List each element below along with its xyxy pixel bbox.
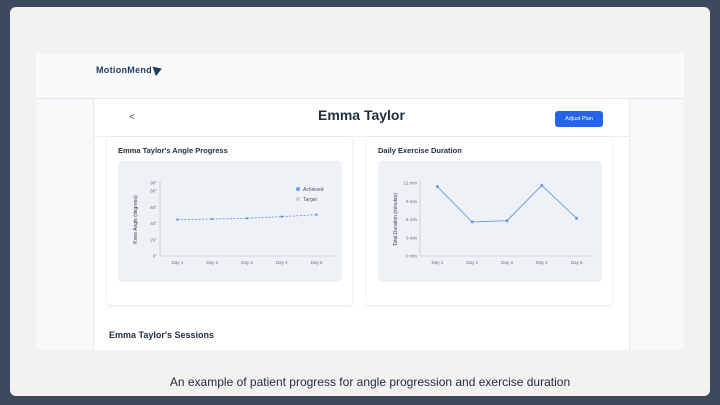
x-tick-label: Day 1 <box>432 260 444 265</box>
duration-chart: 0 min 3 min 6 min 9 min 12 min Day 1 Day 2 Day … <box>393 181 594 265</box>
x-tick-label: Day 2 <box>206 260 218 265</box>
legend-marker <box>296 197 300 201</box>
angle-chart-title: Emma Taylor's Angle Progress <box>118 146 228 155</box>
x-tick-label: Day 3 <box>501 260 513 265</box>
y-axis-label: Total Duration (minutes) <box>393 193 399 246</box>
y-tick-label: 40° <box>150 221 157 226</box>
patient-name-title: Emma Taylor <box>318 107 405 123</box>
data-point <box>470 220 474 224</box>
x-tick-label: Day 2 <box>466 260 478 265</box>
target-series-line <box>177 214 317 220</box>
patient-panel: < Emma Taylor Adjust Plan Emma Taylor's … <box>93 99 630 350</box>
data-point <box>540 183 544 187</box>
achieved-point <box>315 213 318 216</box>
x-tick-label: Day 4 <box>536 260 548 265</box>
data-point <box>505 219 509 223</box>
x-tick-label: Day 4 <box>276 260 288 265</box>
slide-caption: An example of patient progress for angle… <box>169 375 571 389</box>
top-nav-bar: MotionMend <box>36 54 684 99</box>
y-tick-label: 80° <box>150 189 157 194</box>
y-tick-label: 90° <box>150 181 157 186</box>
x-tick-label: Day 5 <box>311 260 323 265</box>
legend-label: Achieved <box>303 187 324 193</box>
achieved-point <box>245 217 249 220</box>
sessions-heading: Emma Taylor's Sessions <box>109 330 215 340</box>
y-tick-label: 12 min <box>403 181 417 186</box>
legend-label: Target <box>303 197 318 203</box>
achieved-point <box>211 217 214 221</box>
logo-text: MotionMend <box>96 65 152 75</box>
adjust-plan-button[interactable]: Adjust Plan <box>555 111 603 127</box>
achieved-point <box>280 215 283 218</box>
x-tick-label: Day 5 <box>571 260 583 265</box>
y-tick-label: 6 min <box>406 217 418 222</box>
y-tick-label: 3 min <box>406 235 418 240</box>
logo-arrow-icon <box>152 63 164 77</box>
legend-marker <box>296 187 300 191</box>
x-tick-label: Day 1 <box>172 260 184 265</box>
angle-chart: 0° 20° 40° 60° 80° 90° Day 1 Day 2 Day 3 Day 4 Day… <box>133 181 334 265</box>
duration-card: Daily Exercise Duration 0 min 3 min 6 min 9… <box>367 137 612 305</box>
angle-progress-card: Emma Taylor's Angle Progress 0° 20° 40° 60°… <box>107 137 352 305</box>
angle-chart-area: 0° 20° 40° 60° 80° 90° Day 1 Day 2 Day 3 Day 4 Day… <box>118 161 342 282</box>
back-arrow-icon[interactable]: < <box>129 112 135 123</box>
y-tick-label: 0° <box>153 254 158 259</box>
app-logo[interactable]: MotionMend <box>96 63 164 77</box>
app-screenshot: MotionMend < Emma Taylor Adjust Plan Emm… <box>36 54 684 350</box>
x-tick-label: Day 3 <box>241 260 253 265</box>
y-tick-label: 20° <box>150 237 157 242</box>
duration-chart-title: Daily Exercise Duration <box>378 146 462 155</box>
duration-chart-area: 0 min 3 min 6 min 9 min 12 min Day 1 Day 2 Day … <box>378 161 602 282</box>
data-point <box>435 185 439 189</box>
data-point <box>575 216 579 220</box>
y-tick-label: 9 min <box>406 199 418 204</box>
header-divider <box>94 136 629 137</box>
slide: MotionMend < Emma Taylor Adjust Plan Emm… <box>10 7 710 396</box>
y-tick-label: 60° <box>150 205 157 210</box>
y-tick-label: 0 min <box>406 254 418 259</box>
series-line <box>437 184 577 223</box>
y-axis-label: Knee Angle (degrees) <box>133 195 139 244</box>
achieved-point <box>176 218 179 221</box>
